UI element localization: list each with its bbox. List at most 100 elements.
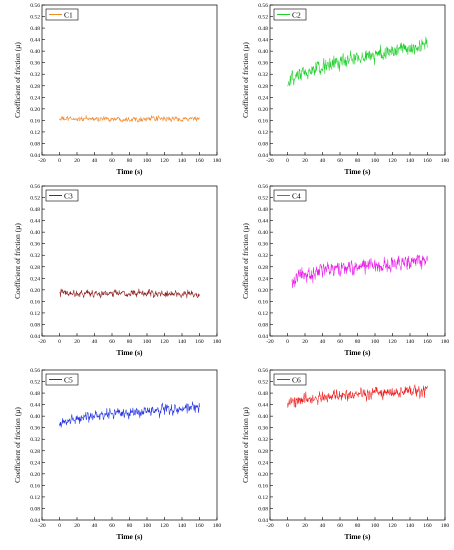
- y-tick-label: 0.48: [258, 26, 268, 32]
- x-tick-label: 0: [58, 339, 61, 345]
- y-tick-label: 0.36: [30, 426, 40, 432]
- y-tick-label: 0.20: [258, 472, 268, 478]
- y-axis-label: Coefficient of friction (µ): [241, 407, 250, 483]
- y-tick-label: 0.08: [258, 141, 268, 147]
- y-tick-label: 0.44: [258, 38, 268, 44]
- x-tick-label: 140: [406, 523, 415, 529]
- x-tick-label: 80: [127, 158, 133, 164]
- y-tick-label: 0.12: [258, 130, 268, 136]
- x-tick-label: 80: [355, 523, 361, 529]
- y-tick-label: 0.32: [258, 253, 268, 259]
- y-axis-label: Coefficient of friction (µ): [13, 223, 22, 299]
- x-tick-label: 60: [109, 158, 115, 164]
- plot-frame: [41, 369, 218, 521]
- x-tick-label: 20: [74, 339, 80, 345]
- panel-1: -20 0 20 40 60 80 100 120 140 160 180 0.04 0.08 0.12 0…: [13, 3, 221, 176]
- y-tick-label: 0.32: [258, 437, 268, 443]
- y-tick-label: 0.44: [30, 219, 40, 225]
- y-tick-label: 0.52: [258, 196, 268, 202]
- x-tick-label: 20: [302, 523, 308, 529]
- x-tick-label: 0: [58, 523, 61, 529]
- y-tick-label: 0.48: [30, 26, 40, 32]
- x-tick-label: 20: [74, 158, 80, 164]
- legend-label: C4: [292, 192, 301, 201]
- plot-frame: [269, 185, 446, 337]
- x-tick-label: 160: [423, 523, 432, 529]
- y-tick-label: 0.20: [30, 107, 40, 113]
- y-tick-label: 0.56: [30, 3, 40, 9]
- y-tick-label: 0.28: [258, 265, 268, 271]
- x-tick-label: 180: [441, 339, 450, 345]
- x-tick-label: 40: [92, 339, 98, 345]
- x-tick-label: 60: [337, 523, 343, 529]
- x-tick-label: 0: [286, 158, 289, 164]
- x-tick-label: 160: [423, 158, 432, 164]
- y-tick-label: 0.24: [258, 276, 268, 282]
- y-tick-label: 0.48: [30, 391, 40, 397]
- y-tick-label: 0.40: [258, 49, 268, 55]
- y-tick-label: 0.48: [30, 207, 40, 213]
- y-tick-label: 0.44: [258, 219, 268, 225]
- y-tick-label: 0.40: [258, 230, 268, 236]
- y-axis-label: Coefficient of friction (µ): [241, 223, 250, 299]
- y-tick-label: 0.20: [30, 288, 40, 294]
- y-tick-label: 0.16: [30, 299, 40, 305]
- y-tick-label: 0.36: [30, 61, 40, 67]
- x-tick-label: 180: [213, 523, 222, 529]
- plot-frame: [41, 4, 218, 156]
- x-tick-label: 40: [320, 339, 326, 345]
- x-tick-label: 120: [388, 523, 397, 529]
- x-tick-label: 0: [58, 158, 61, 164]
- y-tick-label: 0.28: [30, 265, 40, 271]
- y-tick-label: 0.16: [30, 483, 40, 489]
- x-tick-label: 80: [355, 339, 361, 345]
- y-tick-label: 0.52: [30, 380, 40, 386]
- x-tick-label: 80: [127, 523, 133, 529]
- x-tick-label: 20: [302, 158, 308, 164]
- x-tick-label: 140: [406, 158, 415, 164]
- x-tick-label: -20: [38, 158, 46, 164]
- x-tick-label: 140: [406, 339, 415, 345]
- y-tick-label: 0.44: [30, 403, 40, 409]
- legend-label: C6: [292, 376, 301, 385]
- y-tick-label: 0.20: [258, 107, 268, 113]
- series-line-C5: [59, 401, 200, 428]
- x-tick-label: 20: [302, 339, 308, 345]
- x-tick-label: 120: [388, 158, 397, 164]
- y-tick-label: 0.52: [30, 15, 40, 21]
- y-tick-label: 0.12: [258, 311, 268, 317]
- y-tick-label: 0.04: [30, 518, 40, 524]
- x-tick-label: 120: [160, 339, 169, 345]
- x-tick-label: 140: [178, 339, 187, 345]
- x-tick-label: 60: [337, 339, 343, 345]
- x-tick-label: 140: [178, 158, 187, 164]
- x-axis-label: Time (s): [345, 348, 371, 357]
- y-tick-label: 0.32: [258, 72, 268, 78]
- plot-frame: [269, 369, 446, 521]
- x-tick-label: 100: [371, 339, 380, 345]
- y-tick-label: 0.24: [30, 276, 40, 282]
- y-tick-label: 0.12: [30, 495, 40, 501]
- y-tick-label: 0.40: [258, 414, 268, 420]
- x-tick-label: 40: [92, 523, 98, 529]
- y-tick-label: 0.28: [258, 449, 268, 455]
- y-axis-label: Coefficient of friction (µ): [13, 42, 22, 118]
- x-tick-label: 0: [286, 339, 289, 345]
- legend-label: C3: [64, 192, 73, 201]
- y-tick-label: 0.32: [30, 253, 40, 259]
- plot-frame: [41, 185, 218, 337]
- x-tick-label: -20: [266, 339, 274, 345]
- y-tick-label: 0.24: [30, 460, 40, 466]
- x-axis-label: Time (s): [117, 532, 143, 541]
- x-tick-label: 80: [355, 158, 361, 164]
- x-tick-label: 20: [74, 523, 80, 529]
- panel-4: -20 0 20 40 60 80 100 120 140 160 180 0.04 0.08 0.12 0…: [241, 184, 449, 357]
- legend-label: C5: [64, 376, 73, 385]
- y-tick-label: 0.56: [30, 184, 40, 190]
- x-tick-label: -20: [38, 523, 46, 529]
- y-tick-label: 0.04: [258, 334, 268, 340]
- x-tick-label: -20: [38, 339, 46, 345]
- y-tick-label: 0.20: [258, 288, 268, 294]
- x-tick-label: -20: [266, 523, 274, 529]
